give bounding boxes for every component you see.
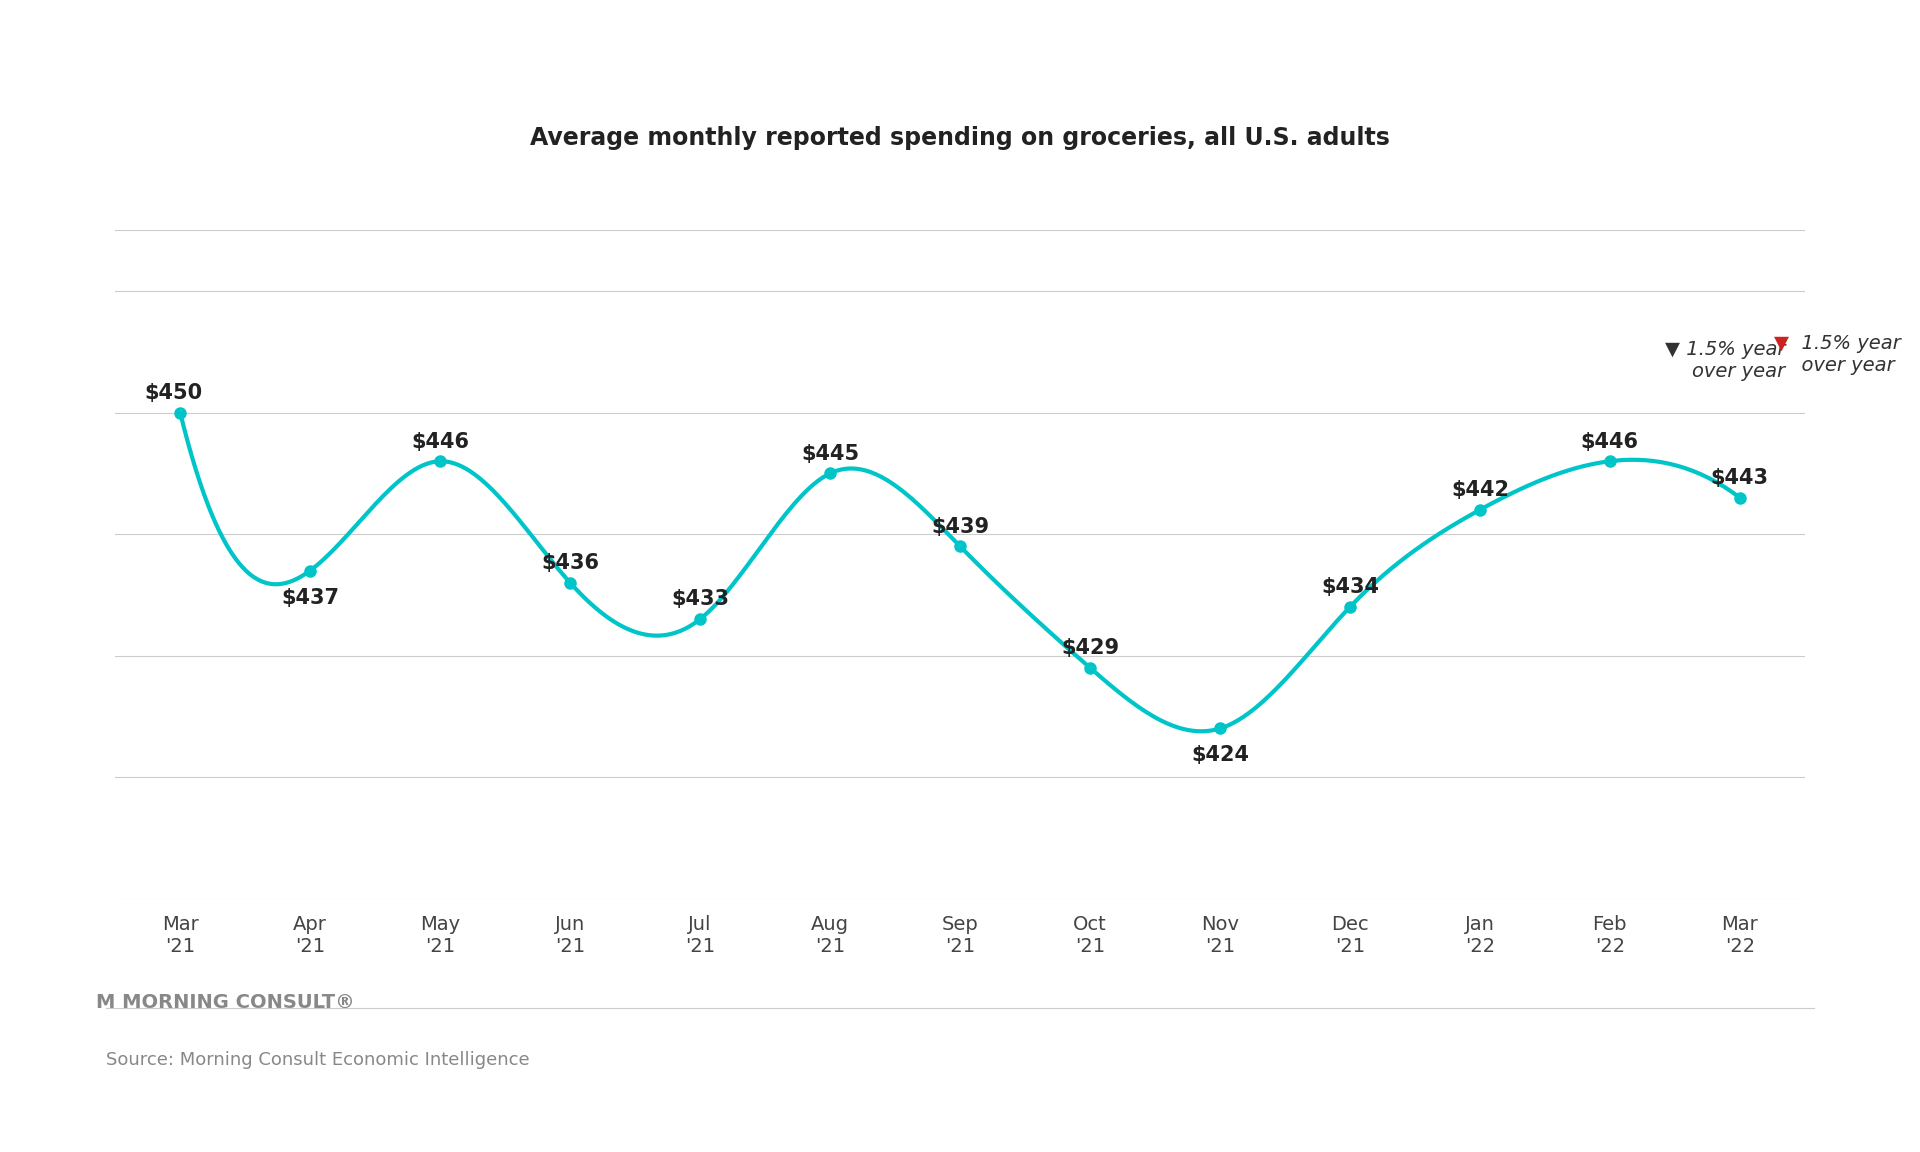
Text: $446: $446 <box>1580 432 1640 452</box>
Text: $446: $446 <box>411 432 468 452</box>
Text: $445: $445 <box>801 444 858 463</box>
Text: $439: $439 <box>931 516 989 537</box>
Text: ▼: ▼ <box>1774 334 1789 353</box>
Text: 1.5% year
  over year: 1.5% year over year <box>1789 334 1901 374</box>
Text: $450: $450 <box>144 382 204 403</box>
Text: $436: $436 <box>541 553 599 573</box>
Text: Average monthly reported spending on groceries, all U.S. adults: Average monthly reported spending on gro… <box>530 127 1390 150</box>
Text: $424: $424 <box>1190 745 1248 765</box>
Text: $437: $437 <box>280 588 340 607</box>
Text: $429: $429 <box>1062 638 1119 658</box>
Text: $443: $443 <box>1711 468 1768 488</box>
Text: ▼ 1.5% year
over year: ▼ 1.5% year over year <box>1665 340 1786 380</box>
Text: $433: $433 <box>672 590 730 609</box>
Text: M MORNING CONSULT®: M MORNING CONSULT® <box>96 993 355 1011</box>
Text: $434: $434 <box>1321 577 1379 597</box>
Text: Source: Morning Consult Economic Intelligence: Source: Morning Consult Economic Intelli… <box>106 1051 530 1069</box>
Text: $442: $442 <box>1452 480 1509 500</box>
